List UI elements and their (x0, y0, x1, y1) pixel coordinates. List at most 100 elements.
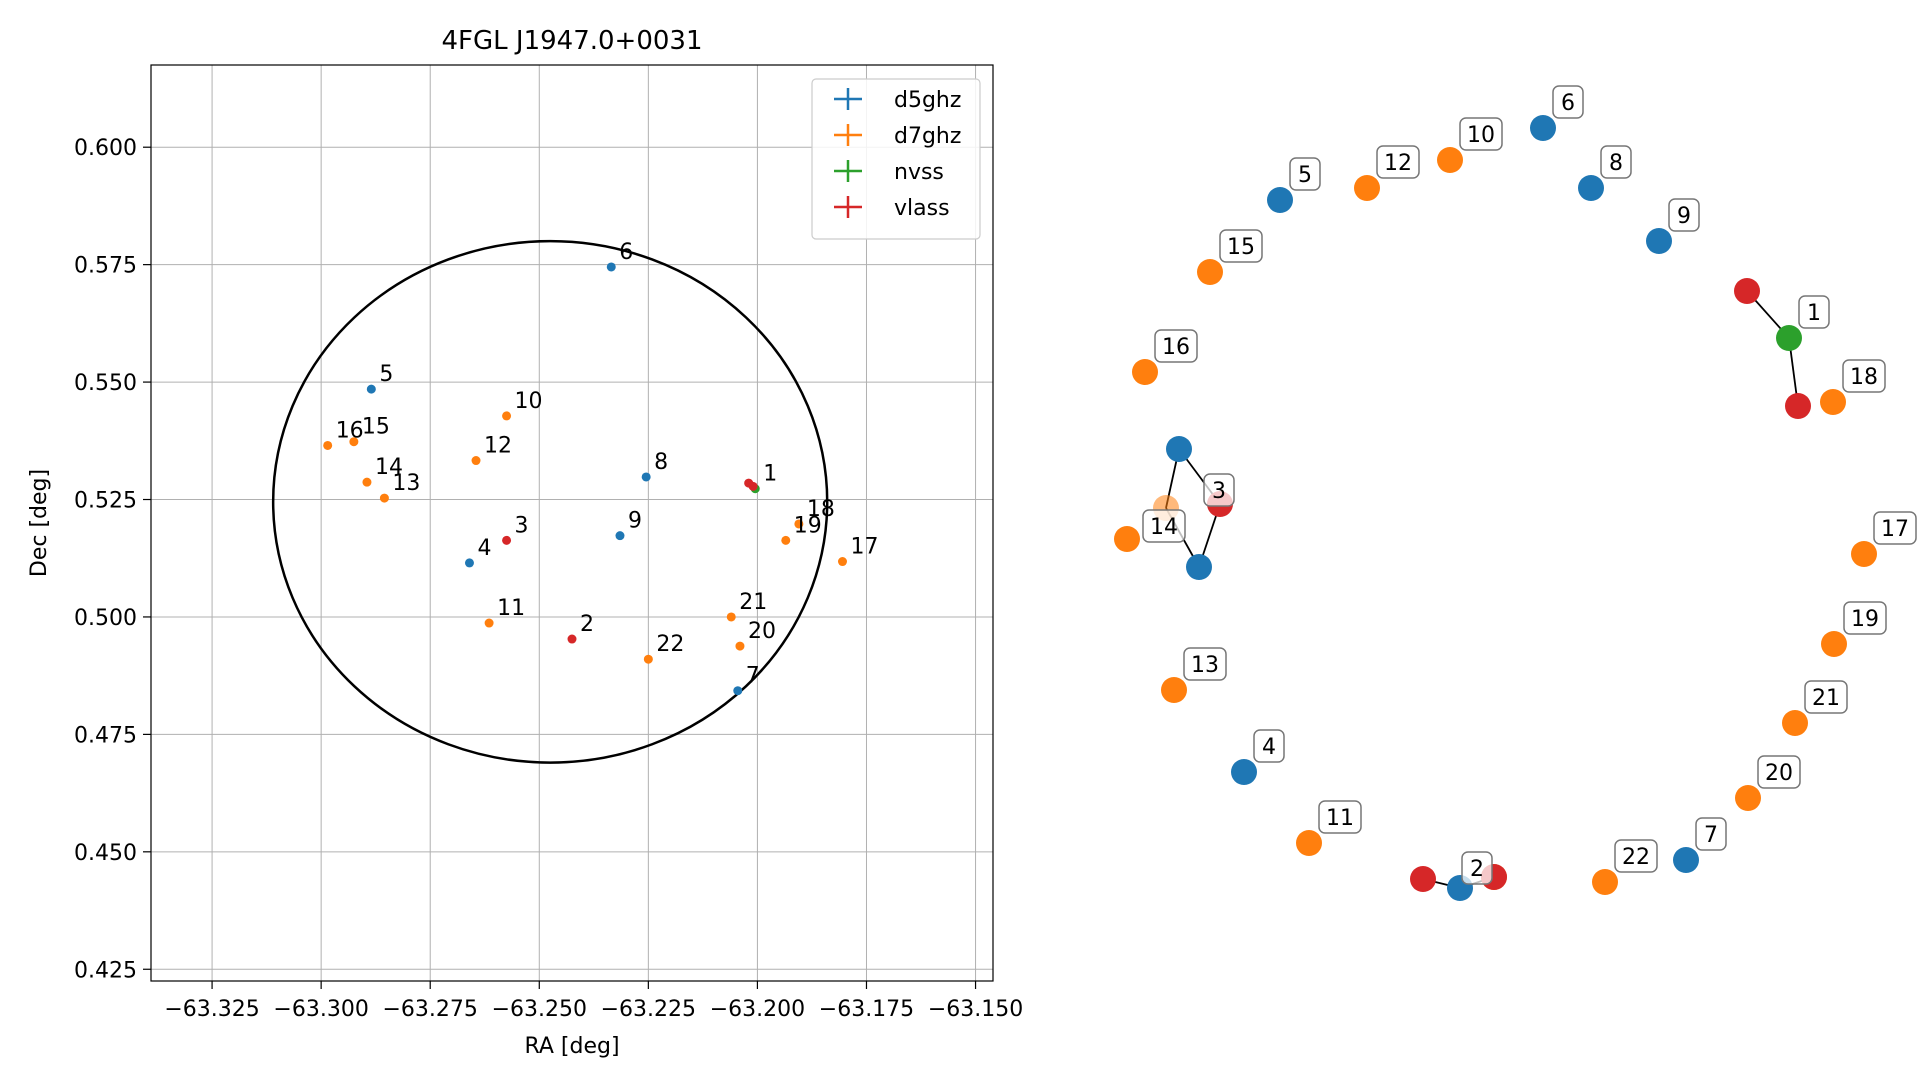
scatter-point-d7ghz (362, 477, 372, 487)
network-node (1776, 325, 1802, 351)
network-node (1296, 830, 1322, 856)
network-node (1782, 710, 1808, 736)
x-tick-label: −63.250 (492, 997, 587, 1022)
scatter-point-d7ghz (471, 456, 481, 466)
network-node-label: 17 (1881, 517, 1909, 542)
network-node-label: 13 (1191, 653, 1219, 678)
scatter-point-d7ghz (837, 557, 847, 567)
scatter-point-label: 15 (362, 415, 390, 440)
scatter-point-d5ghz (366, 384, 376, 394)
network-node-label: 15 (1227, 235, 1255, 260)
scatter-point-label: 5 (379, 362, 393, 387)
scatter-point-label: 1 (763, 462, 777, 487)
scatter-point-d7ghz (323, 440, 333, 450)
network-label-box (1695, 817, 1727, 851)
x-tick-label: −63.300 (273, 997, 368, 1022)
network-label-box (1318, 800, 1362, 834)
scatter-point-d5ghz (733, 686, 743, 696)
scatter-point-d7ghz (781, 535, 791, 545)
scatter-point-label: 20 (748, 619, 776, 644)
network-label-box (1873, 511, 1917, 545)
x-tick-label: −63.275 (383, 997, 478, 1022)
network-node (1267, 187, 1293, 213)
network-label-box (1376, 145, 1420, 179)
network-node-label: 20 (1765, 761, 1793, 786)
scatter-point-d5ghz (606, 262, 616, 272)
network-node-label: 9 (1677, 204, 1691, 229)
network-node (1161, 677, 1187, 703)
error-circle (271, 239, 829, 764)
scatter-point-label: 18 (807, 497, 835, 522)
network-label-box (1203, 473, 1235, 507)
y-tick-label: 0.575 (74, 254, 137, 279)
scatter-point-label: 13 (392, 471, 420, 496)
network-node-label: 1 (1807, 301, 1821, 326)
scatter-point-vlass (567, 634, 577, 644)
network-node (1437, 147, 1463, 173)
scatter-point-d7ghz (349, 437, 359, 447)
network-node-label: 10 (1467, 123, 1495, 148)
network-label-box (1289, 157, 1321, 191)
network-node-label: 14 (1150, 515, 1178, 540)
scatter-point-d7ghz (643, 654, 653, 664)
network-label-box (1154, 329, 1198, 363)
scatter-point-d7ghz (726, 612, 736, 622)
legend-entry: vlass (894, 196, 950, 221)
network-node-label: 12 (1384, 151, 1412, 176)
network-node-label: 19 (1851, 607, 1879, 632)
scatter-point-d7ghz (379, 493, 389, 503)
scatter-point-d7ghz (794, 519, 804, 529)
network-node (1821, 631, 1847, 657)
network-node (1410, 866, 1436, 892)
axis-ticks: −63.325 −63.300 −63.275 −63.250 −63.225 −63.2… (74, 136, 1023, 1022)
scatter-point-vlass (502, 535, 512, 545)
network-node-label: 4 (1262, 735, 1276, 760)
scatter-point-label: 4 (477, 536, 491, 561)
network-node-label: 22 (1622, 845, 1650, 870)
network-node-label: 7 (1704, 823, 1718, 848)
legend: d5ghz d7ghz nvss vlass (811, 78, 981, 240)
scatter-point-label: 16 (336, 418, 364, 443)
y-tick-label: 0.525 (74, 489, 137, 514)
network-node (1734, 278, 1760, 304)
network-label-box (1142, 509, 1186, 543)
scatter-point-d5ghz (641, 472, 651, 482)
scatter-point-label: 17 (850, 535, 878, 560)
x-tick-label: −63.150 (928, 997, 1023, 1022)
scatter-point-label: 6 (619, 240, 633, 265)
network-label-box (1804, 680, 1848, 714)
y-tick-label: 0.600 (74, 136, 137, 161)
network-node-label: 18 (1850, 365, 1878, 390)
network-node-label: 3 (1212, 479, 1226, 504)
scatter-point-label: 19 (794, 513, 822, 538)
grid (151, 65, 993, 981)
network-node (1231, 759, 1257, 785)
scatter-point-d7ghz (735, 641, 745, 651)
network-node (1530, 115, 1556, 141)
x-tick-label: −63.200 (710, 997, 805, 1022)
network-node (1646, 228, 1672, 254)
network-label-box (1614, 839, 1658, 873)
scatter-point-d5ghz (464, 558, 474, 568)
x-tick-label: −63.225 (601, 997, 696, 1022)
scatter-point-label: 7 (746, 664, 760, 689)
network-label-box (1219, 229, 1263, 263)
y-tick-label: 0.450 (74, 841, 137, 866)
scatter-point-label: 10 (515, 389, 543, 414)
network-node-label: 8 (1609, 151, 1623, 176)
network-node (1114, 526, 1140, 552)
scatter-point-d7ghz (484, 618, 494, 628)
network-label-box (1757, 755, 1801, 789)
legend-entry: nvss (894, 160, 944, 185)
network-label-box (1253, 729, 1285, 763)
x-tick-label: −63.175 (819, 997, 914, 1022)
scatter-point-label: 14 (375, 455, 403, 480)
network-node (1578, 175, 1604, 201)
network-node (1851, 541, 1877, 567)
network-node-label: 2 (1470, 857, 1484, 882)
y-axis-label: Dec [deg] (27, 469, 52, 577)
